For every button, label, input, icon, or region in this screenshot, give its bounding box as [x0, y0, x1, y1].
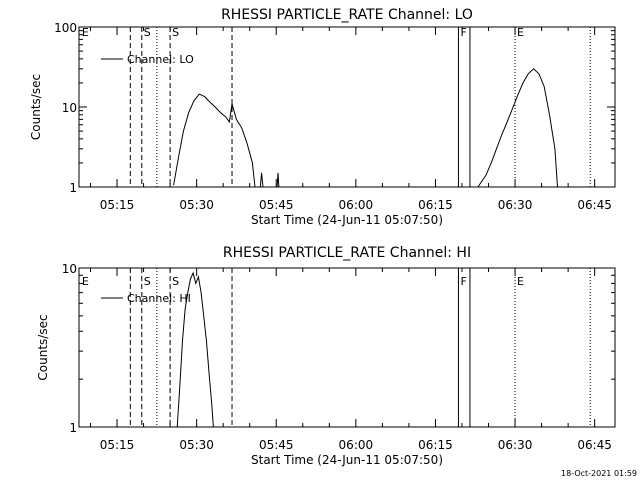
marker-label: E — [517, 26, 524, 39]
marker-label: S — [144, 275, 151, 288]
y-tick-label: 10 — [62, 262, 77, 276]
marker-label: E — [82, 26, 89, 39]
y-axis-label: Counts/sec — [29, 74, 43, 140]
marker-label: E — [82, 275, 89, 288]
chart-title: RHESSI PARTICLE_RATE Channel: HI — [223, 245, 471, 261]
x-tick-label: 06:45 — [577, 198, 612, 212]
y-tick-label: 100 — [54, 21, 77, 35]
x-tick-label: 06:45 — [577, 438, 612, 452]
x-tick-label: 06:15 — [418, 438, 453, 452]
x-tick-label: 05:45 — [259, 438, 294, 452]
y-tick-label: 1 — [69, 421, 77, 435]
x-tick-label: 05:15 — [100, 438, 135, 452]
chart-panel-hi: RHESSI PARTICLE_RATE Channel: HI 1 10 Count… — [36, 245, 616, 467]
series-line — [259, 172, 264, 188]
marker-label: S — [172, 26, 179, 39]
series-line — [176, 271, 214, 428]
series-line — [276, 172, 280, 188]
x-tick-label: 06:30 — [498, 438, 533, 452]
plot-frame — [78, 267, 616, 428]
y-tick-label: 10 — [62, 101, 77, 115]
x-axis-label: Start Time (24-Jun-11 05:07:50) — [251, 213, 443, 227]
x-tick-label: 05:30 — [179, 198, 214, 212]
marker-label: E — [517, 275, 524, 288]
legend-label: Channel: HI — [127, 292, 191, 305]
footer-timestamp: 18-Oct-2021 01:59 — [561, 469, 637, 478]
marker-label: S — [172, 275, 179, 288]
x-tick-label: 05:15 — [100, 198, 135, 212]
y-axis-label: Counts/sec — [36, 314, 50, 380]
legend-label: Channel: LO — [127, 53, 194, 66]
chart-title: RHESSI PARTICLE_RATE Channel: LO — [221, 7, 473, 23]
marker-label: F — [460, 26, 466, 39]
marker-label: S — [144, 26, 151, 39]
chart-panel-lo: RHESSI PARTICLE_RATE Channel: LO 1 10 100 Co… — [29, 7, 616, 227]
x-tick-label: 05:45 — [259, 198, 294, 212]
series-line — [477, 68, 558, 188]
plot-frame — [78, 26, 616, 188]
series-line — [173, 93, 256, 188]
y-tick-label: 1 — [69, 181, 77, 195]
x-tick-label: 05:30 — [179, 438, 214, 452]
x-tick-label: 06:00 — [339, 438, 374, 452]
x-axis-label: Start Time (24-Jun-11 05:07:50) — [251, 453, 443, 467]
x-tick-label: 06:15 — [418, 198, 453, 212]
x-tick-label: 06:00 — [339, 198, 374, 212]
x-tick-label: 06:30 — [498, 198, 533, 212]
marker-label: F — [460, 275, 466, 288]
